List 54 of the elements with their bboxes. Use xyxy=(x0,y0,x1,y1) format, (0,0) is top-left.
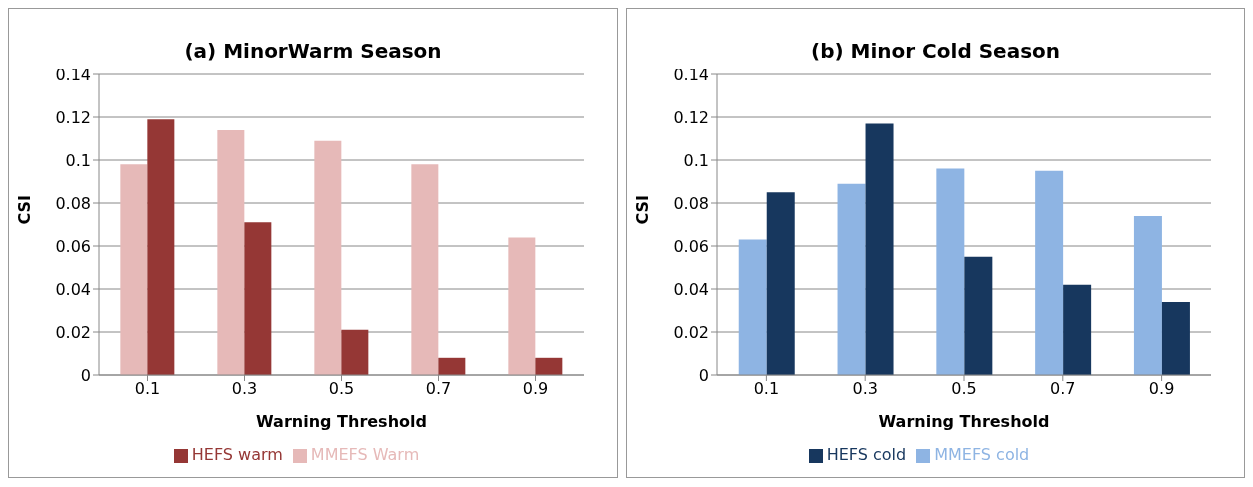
bar xyxy=(1035,170,1064,375)
bar xyxy=(1161,301,1190,375)
legend-label: MMEFS Warm xyxy=(310,445,420,464)
y-tick-label: 0.06 xyxy=(673,236,709,256)
chart-title: (b) Minor Cold Season xyxy=(810,39,1061,63)
y-tick-label: 0.04 xyxy=(55,279,91,299)
y-tick-label: 0 xyxy=(698,365,709,385)
x-tick-label: 0.9 xyxy=(522,379,549,399)
bar xyxy=(936,168,965,375)
bar xyxy=(438,357,466,375)
x-axis-title: Warning Threshold xyxy=(878,412,1050,431)
x-tick-label: 0.7 xyxy=(1050,379,1076,399)
x-axis-title: Warning Threshold xyxy=(256,412,427,431)
bar xyxy=(738,239,767,375)
legend-label: HEFS cold xyxy=(826,445,907,464)
bar xyxy=(535,357,563,375)
y-tick-label: 0.02 xyxy=(673,322,709,342)
bar xyxy=(217,129,245,375)
bar xyxy=(1133,215,1162,375)
bar xyxy=(865,123,894,375)
y-tick-label: 0 xyxy=(80,365,91,385)
bar xyxy=(341,329,369,375)
y-tick-label: 0.08 xyxy=(673,193,709,213)
x-tick-label: 0.7 xyxy=(425,379,452,399)
bar xyxy=(120,164,148,375)
y-axis-title: CSI xyxy=(14,194,34,225)
y-axis-title: CSI xyxy=(632,194,652,225)
bar xyxy=(508,237,536,375)
legend-label: HEFS warm xyxy=(191,445,283,464)
bar xyxy=(244,222,272,375)
bar xyxy=(314,140,342,375)
y-tick-label: 0.12 xyxy=(55,107,91,127)
legend-label: MMEFS cold xyxy=(934,445,1030,464)
x-tick-label: 0.9 xyxy=(1148,379,1175,399)
x-tick-label: 0.5 xyxy=(951,379,977,399)
x-tick-label: 0.3 xyxy=(231,379,258,399)
x-tick-label: 0.3 xyxy=(852,379,878,399)
bar xyxy=(1063,284,1092,375)
bar xyxy=(411,164,439,375)
bar xyxy=(147,119,175,375)
x-tick-label: 0.1 xyxy=(134,379,161,399)
y-tick-label: 0.1 xyxy=(683,150,709,170)
y-tick-label: 0.08 xyxy=(55,193,91,213)
bar xyxy=(964,256,993,375)
y-tick-label: 0.04 xyxy=(673,279,709,299)
y-tick-label: 0.06 xyxy=(55,236,91,256)
x-tick-label: 0.5 xyxy=(328,379,355,399)
bar xyxy=(766,192,795,375)
bar xyxy=(837,183,866,375)
chart-title: (a) MinorWarm Season xyxy=(184,39,442,63)
y-tick-label: 0.1 xyxy=(65,150,91,170)
y-tick-label: 0.12 xyxy=(673,107,709,127)
x-tick-label: 0.1 xyxy=(753,379,780,399)
y-tick-label: 0.02 xyxy=(55,322,91,342)
